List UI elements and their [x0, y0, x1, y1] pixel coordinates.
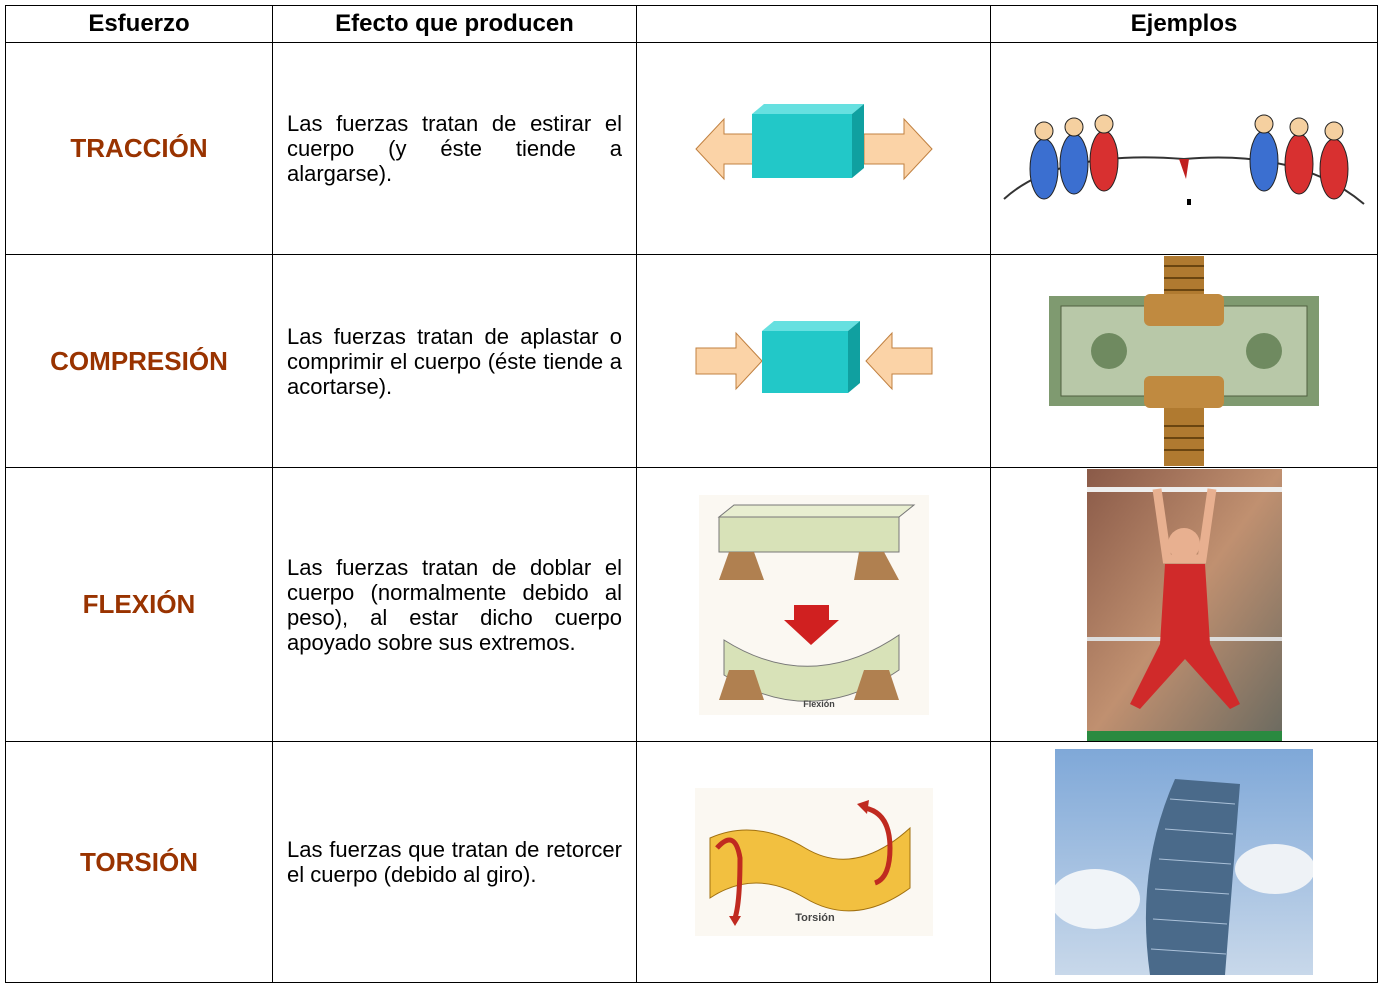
gymnast-photo	[1086, 468, 1282, 741]
figure-label: Flexión	[803, 699, 835, 709]
row: TORSIÓN Las fuerzas que tratan de retorc…	[5, 741, 1378, 983]
header: Efecto que producen	[272, 5, 637, 43]
example	[990, 741, 1378, 983]
row: TRACCIÓN Las fuerzas tratan de estirar e…	[5, 42, 1378, 255]
row: FLEXIÓN Las fuerzas tratan de doblar el …	[5, 467, 1378, 742]
header: Ejemplos	[990, 5, 1378, 43]
torsion-diagram: Torsión	[694, 788, 933, 936]
stress-name: TRACCIÓN	[5, 42, 273, 255]
header	[636, 5, 991, 43]
stress-effect: Las fuerzas tratan de aplastar o comprim…	[272, 254, 637, 468]
traction-diagram	[694, 103, 933, 180]
stress-effect: Las fuerzas que tratan de retorcer el cu…	[272, 741, 637, 983]
figure: Torsión	[636, 741, 991, 983]
figure-label: Torsión	[795, 912, 835, 924]
example	[990, 254, 1378, 468]
row: COMPRESIÓN Las fuerzas tratan de aplasta…	[5, 254, 1378, 468]
tug-of-war	[1003, 114, 1365, 205]
compression-diagram	[695, 321, 932, 393]
header-row: Esfuerzo Efecto que producen Ejemplos	[5, 5, 1378, 43]
stress-effect: Las fuerzas tratan de doblar el cuerpo (…	[272, 467, 637, 742]
dollar-press	[1049, 256, 1319, 466]
stress-table: Esfuerzo Efecto que producen Ejemplos TR…	[5, 5, 1378, 983]
header: Esfuerzo	[5, 5, 273, 43]
example	[990, 467, 1378, 742]
example	[990, 42, 1378, 255]
stress-effect: Las fuerzas tratan de estirar el cuerpo …	[272, 42, 637, 255]
figure	[636, 254, 991, 468]
figure	[636, 42, 991, 255]
tower-photo	[1055, 749, 1313, 975]
stress-name: COMPRESIÓN	[5, 254, 273, 468]
stress-name: TORSIÓN	[5, 741, 273, 983]
stress-name: FLEXIÓN	[5, 467, 273, 742]
figure: Flexión	[636, 467, 991, 742]
flexion-diagram: Flexión	[698, 494, 929, 715]
